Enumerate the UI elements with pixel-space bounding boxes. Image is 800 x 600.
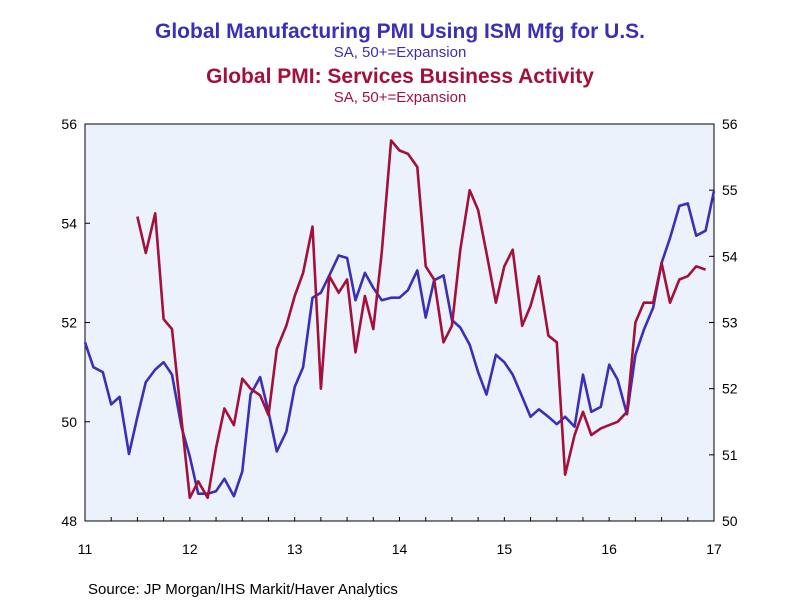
right-tick-label: 51: [722, 447, 738, 463]
right-tick-label: 55: [722, 182, 738, 198]
right-tick-label: 52: [722, 381, 738, 397]
chart-subtitle-2: SA, 50+=Expansion: [334, 89, 467, 106]
right-tick-label: 56: [722, 116, 738, 132]
left-tick-label: 50: [61, 414, 77, 430]
left-tick-label: 48: [61, 513, 77, 529]
x-tick-label: 15: [497, 541, 513, 557]
manufacturing-pmi-line: [83, 190, 716, 498]
services-pmi-line: [136, 139, 707, 500]
x-tick-label: 11: [78, 541, 93, 557]
chart-title: Global Manufacturing PMI Using ISM Mfg f…: [155, 20, 645, 43]
left-axis: 48 50 52 54 56: [61, 116, 90, 529]
left-tick-label: 52: [61, 315, 77, 331]
left-tick-label: 54: [61, 215, 77, 231]
x-tick-label: 13: [287, 541, 303, 557]
right-tick-label: 54: [722, 248, 738, 264]
right-tick-label: 53: [722, 315, 738, 331]
plot-area: [84, 123, 715, 522]
source-note: Source: JP Morgan/IHS Markit/Haver Analy…: [88, 581, 398, 598]
x-tick-label: 16: [601, 541, 617, 557]
right-tick-label: 50: [722, 513, 738, 529]
right-axis: 50 51 52 53 54 55 56: [709, 116, 738, 529]
series-layer: [83, 139, 716, 500]
x-tick-label: 14: [392, 541, 408, 557]
left-tick-label: 56: [61, 116, 77, 132]
x-axis: 11 12 13 14 15 16 17: [78, 517, 722, 557]
x-tick-label: 17: [706, 541, 722, 557]
chart-title-2: Global PMI: Services Business Activity: [206, 65, 594, 88]
chart-subtitle: SA, 50+=Expansion: [334, 44, 467, 61]
x-tick-label: 12: [182, 541, 198, 557]
